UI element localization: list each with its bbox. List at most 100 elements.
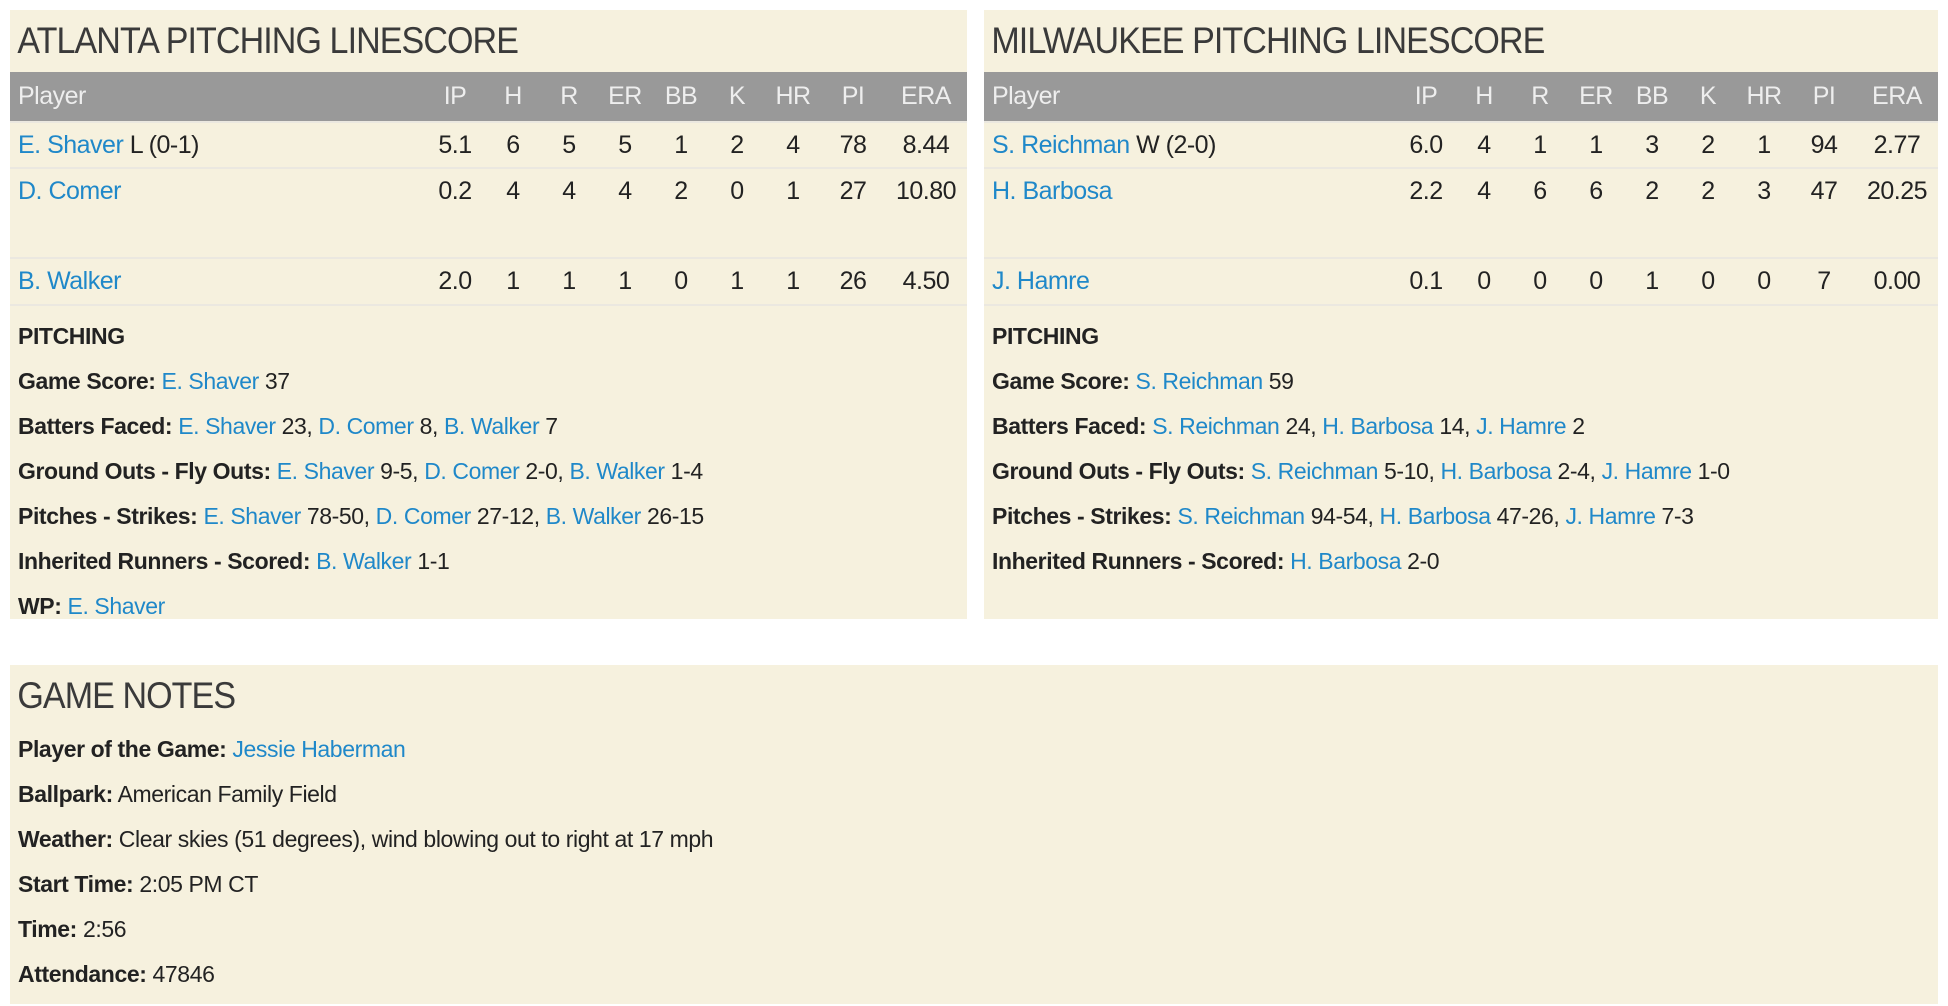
column-header-bb[interactable]: BB	[653, 72, 709, 122]
player-link[interactable]: D. Comer	[375, 503, 472, 529]
stat-er: 1	[1568, 121, 1624, 168]
stat-r: 0	[1512, 257, 1568, 304]
column-header-era[interactable]: ERA	[1856, 72, 1938, 122]
pitching-table: Player IP H R ER BB K HR PI ERA S. Reichman W (2-0…	[984, 72, 1938, 304]
stat-pi: 7	[1792, 257, 1856, 304]
player-link[interactable]: E. Shaver	[276, 458, 375, 484]
stat-pi: 26	[821, 257, 885, 304]
stat-hr: 1	[765, 257, 821, 304]
player-link[interactable]: B. Walker	[316, 548, 412, 574]
pitching-line: Inherited Runners - Scored: H. Barbosa 2…	[992, 539, 1930, 584]
player-link[interactable]: E. Shaver	[178, 413, 276, 439]
pitching-value: 7	[545, 413, 558, 439]
player-cell: S. Reichman W (2-0)	[984, 121, 1396, 168]
column-header-er[interactable]: ER	[1568, 72, 1624, 122]
game-note: Start Time: 2:05 PM CT	[18, 862, 1930, 907]
stat-ip: 5.1	[425, 121, 485, 168]
player-link[interactable]: D. Comer	[318, 413, 414, 439]
player-link[interactable]: E. Shaver	[161, 368, 260, 394]
stat-r: 1	[541, 257, 597, 304]
column-header-r[interactable]: R	[1512, 72, 1568, 122]
player-link[interactable]: E. Shaver	[18, 131, 124, 159]
stat-bb: 0	[653, 257, 709, 304]
column-header-player[interactable]: Player	[10, 72, 425, 122]
stat-r: 6	[1512, 167, 1568, 258]
column-header-er[interactable]: ER	[597, 72, 653, 122]
player-link[interactable]: S. Reichman	[1152, 413, 1280, 439]
pitching-value: 78-50,	[306, 503, 370, 529]
column-header-pi[interactable]: PI	[821, 72, 885, 122]
pitching-details: PITCHING Game Score: E. Shaver 37 Batters …	[10, 304, 967, 629]
player-link[interactable]: H. Barbosa	[1440, 458, 1552, 484]
player-link[interactable]: H. Barbosa	[1379, 503, 1491, 529]
pitching-value: 8,	[419, 413, 439, 439]
pitching-line-label: Game Score:	[992, 368, 1130, 394]
column-header-bb[interactable]: BB	[1624, 72, 1680, 122]
player-link[interactable]: S. Reichman	[1177, 503, 1305, 529]
player-link[interactable]: D. Comer	[424, 458, 520, 484]
player-link[interactable]: Jessie Haberman	[232, 736, 406, 762]
stat-era: 10.80	[885, 167, 967, 258]
column-header-pi[interactable]: PI	[1792, 72, 1856, 122]
stat-era: 8.44	[885, 121, 967, 168]
table-header-row: Player IP H R ER BB K HR PI ERA	[10, 72, 967, 122]
pitching-line: Ground Outs - Fly Outs: S. Reichman 5-10…	[992, 449, 1930, 494]
pitching-value: 2	[1572, 413, 1585, 439]
column-header-k[interactable]: K	[709, 72, 765, 122]
player-link[interactable]: D. Comer	[18, 177, 121, 205]
pitching-line-label: Ground Outs - Fly Outs:	[992, 458, 1245, 484]
pitching-line-label: Ground Outs - Fly Outs:	[18, 458, 271, 484]
player-cell: H. Barbosa	[984, 167, 1396, 258]
game-note-label: Start Time:	[18, 871, 134, 897]
player-link[interactable]: S. Reichman	[1135, 368, 1264, 394]
game-note: Time: 2:56	[18, 907, 1930, 952]
stat-era: 4.50	[885, 257, 967, 304]
column-header-h[interactable]: H	[485, 72, 541, 122]
column-header-player[interactable]: Player	[984, 72, 1396, 122]
player-link[interactable]: J. Hamre	[1565, 503, 1656, 529]
player-link[interactable]: B. Walker	[569, 458, 665, 484]
stat-era: 0.00	[1856, 257, 1938, 304]
player-link[interactable]: S. Reichman	[992, 131, 1130, 159]
table-row: J. Hamre 0.1 0 0 0 1 0 0 7 0.00	[984, 257, 1938, 304]
stat-k: 2	[709, 121, 765, 168]
pitching-value: 2-0,	[525, 458, 564, 484]
pitching-line: Pitches - Strikes: E. Shaver 78-50, D. C…	[18, 494, 959, 539]
player-link[interactable]: B. Walker	[18, 267, 121, 295]
stat-era: 2.77	[1856, 121, 1938, 168]
player-link[interactable]: S. Reichman	[1250, 458, 1379, 484]
panel-title: ATLANTA PITCHING LINESCORE	[17, 20, 519, 61]
game-note: Attendance: 47846	[18, 952, 1930, 997]
player-link[interactable]: B. Walker	[443, 413, 540, 439]
column-header-hr[interactable]: HR	[765, 72, 821, 122]
game-note: Player of the Game: Jessie Haberman	[18, 727, 1930, 772]
game-notes-title: GAME NOTES	[17, 675, 236, 716]
player-link[interactable]: J. Hamre	[992, 267, 1090, 295]
player-link[interactable]: B. Walker	[545, 503, 642, 529]
column-header-r[interactable]: R	[541, 72, 597, 122]
player-link[interactable]: E. Shaver	[203, 503, 301, 529]
pitching-value: 7-3	[1661, 503, 1694, 529]
column-header-ip[interactable]: IP	[1396, 72, 1456, 122]
player-link[interactable]: J. Hamre	[1476, 413, 1567, 439]
player-link[interactable]: H. Barbosa	[992, 177, 1113, 205]
game-note-value: 2:56	[82, 916, 127, 942]
stat-k: 2	[1680, 121, 1736, 168]
stat-bb: 1	[653, 121, 709, 168]
stat-k: 0	[1680, 257, 1736, 304]
player-link[interactable]: E. Shaver	[67, 593, 166, 619]
column-header-hr[interactable]: HR	[1736, 72, 1792, 122]
player-link[interactable]: H. Barbosa	[1290, 548, 1402, 574]
column-header-h[interactable]: H	[1456, 72, 1512, 122]
column-header-ip[interactable]: IP	[425, 72, 485, 122]
column-header-era[interactable]: ERA	[885, 72, 967, 122]
pitching-line-label: Pitches - Strikes:	[992, 503, 1172, 529]
stat-bb: 3	[1624, 121, 1680, 168]
stat-er: 1	[597, 257, 653, 304]
player-link[interactable]: H. Barbosa	[1322, 413, 1434, 439]
player-link[interactable]: J. Hamre	[1601, 458, 1692, 484]
column-header-k[interactable]: K	[1680, 72, 1736, 122]
pitching-value: 47-26,	[1496, 503, 1560, 529]
pitching-value: 9-5,	[380, 458, 419, 484]
player-cell: B. Walker	[10, 257, 425, 304]
